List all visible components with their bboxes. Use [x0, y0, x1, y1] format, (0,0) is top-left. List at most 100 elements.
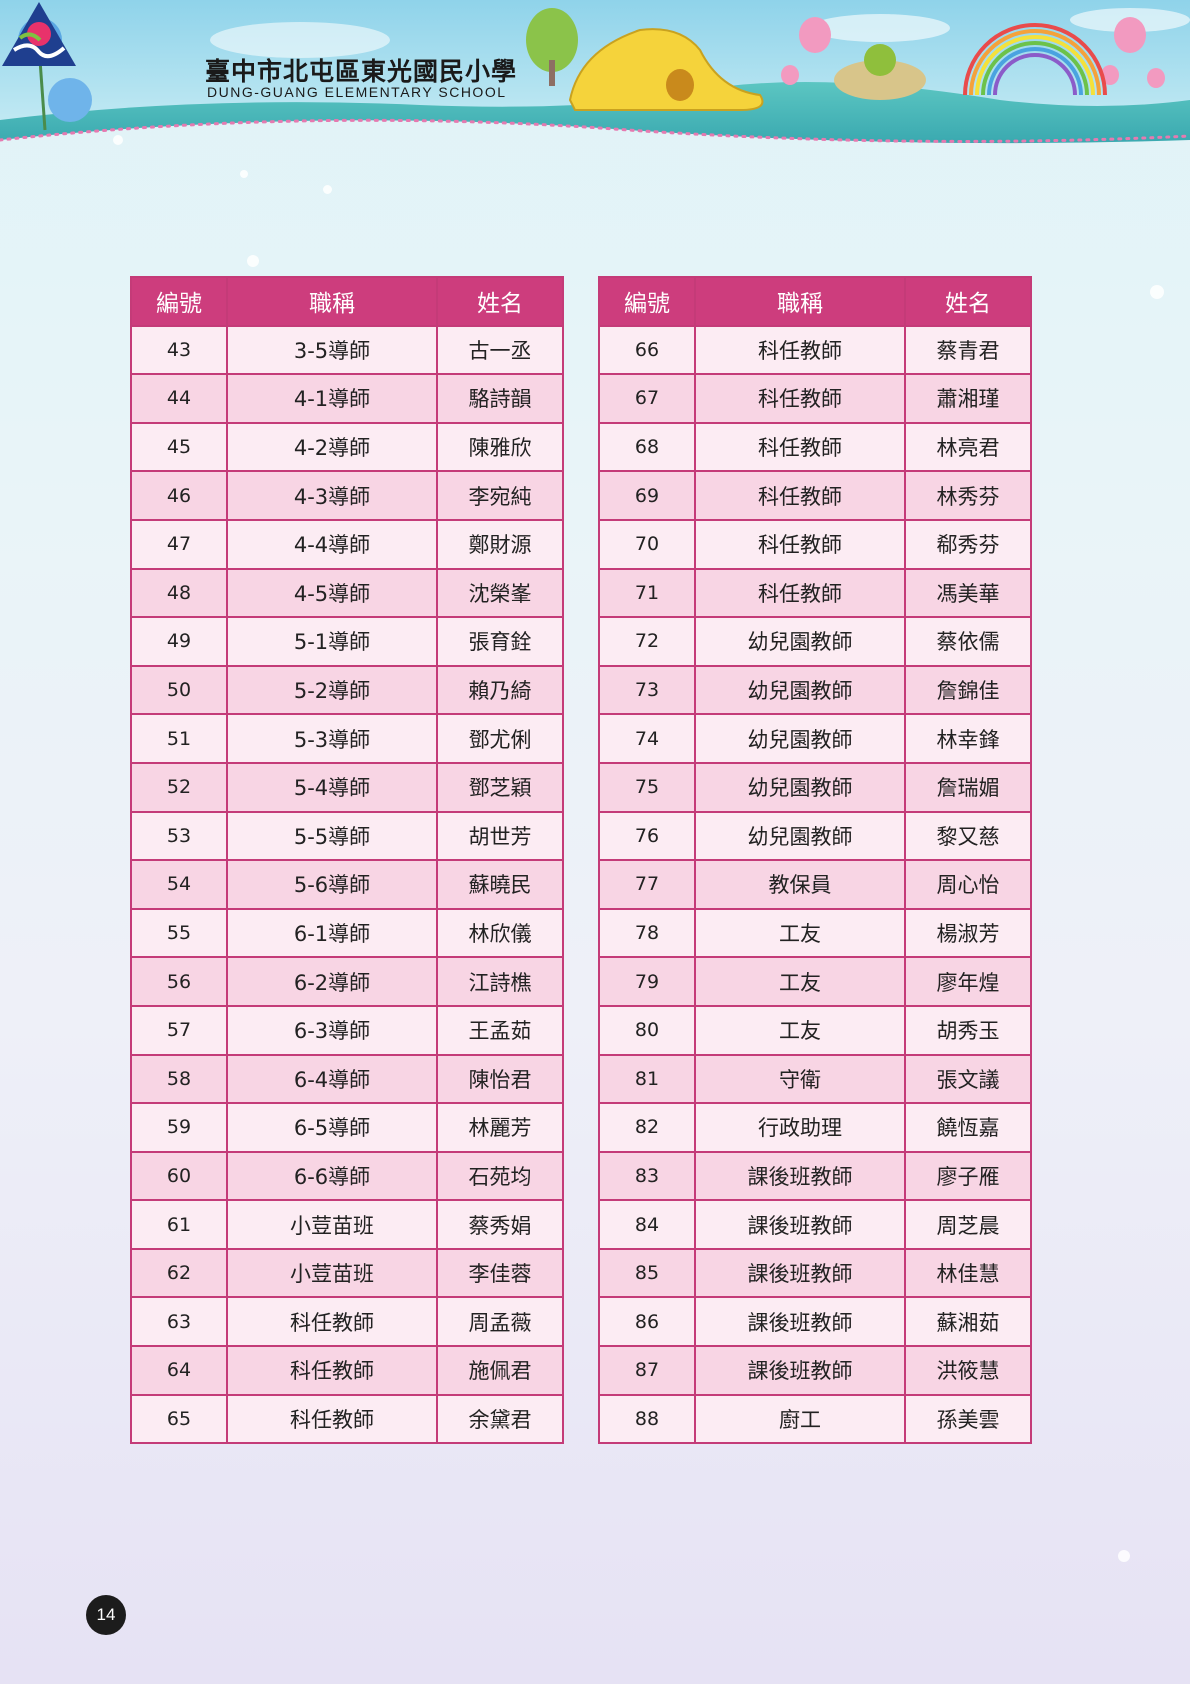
decorative-dot: [1150, 285, 1164, 299]
table-row: 80 工友 胡秀玉: [598, 1004, 1032, 1056]
staff-name-cell: 沈榮峯: [436, 567, 564, 619]
job-title-cell: 科任教師: [694, 470, 906, 521]
staff-name-cell: 李宛純: [436, 470, 564, 521]
staff-name-cell: 蘇曉民: [436, 859, 564, 910]
staff-name-cell: 鄭財源: [436, 518, 564, 570]
staff-name-cell: 江詩樵: [436, 956, 564, 1007]
staff-name-cell: 蔡依儒: [904, 616, 1032, 667]
staff-name-cell: 古一丞: [436, 324, 564, 376]
table-row: 73 幼兒園教師 詹錦佳: [598, 664, 1032, 716]
staff-number-cell: 88: [598, 1393, 696, 1445]
job-title-cell: 3-5導師: [226, 324, 438, 376]
staff-number-cell: 73: [598, 664, 696, 716]
staff-number-cell: 65: [130, 1393, 228, 1445]
staff-number-cell: 43: [130, 324, 228, 376]
table-row: 86 課後班教師 蘇湘茹: [598, 1296, 1032, 1348]
column-header-name: 姓名: [436, 276, 564, 327]
school-name-chinese: 臺中市北屯區東光國民小學: [205, 57, 518, 86]
staff-number-cell: 87: [598, 1345, 696, 1396]
staff-number-cell: 52: [130, 761, 228, 813]
table-row: 76 幼兒園教師 黎又慈: [598, 810, 1032, 862]
job-title-cell: 5-5導師: [226, 810, 438, 862]
staff-name-cell: 廖子雁: [904, 1150, 1032, 1202]
table-row: 85 課後班教師 林佳慧: [598, 1247, 1032, 1299]
staff-number-cell: 71: [598, 567, 696, 619]
staff-name-cell: 郗秀芬: [904, 518, 1032, 570]
staff-name-cell: 施佩君: [436, 1345, 564, 1396]
job-title-cell: 行政助理: [694, 1102, 906, 1153]
staff-number-cell: 46: [130, 470, 228, 521]
staff-number-cell: 68: [598, 421, 696, 473]
staff-name-cell: 張文議: [904, 1053, 1032, 1105]
table-row: 44 4-1導師 駱詩韻: [130, 373, 564, 424]
staff-name-cell: 駱詩韻: [436, 373, 564, 424]
job-title-cell: 科任教師: [694, 421, 906, 473]
table-row: 84 課後班教師 周芝晨: [598, 1199, 1032, 1250]
staff-number-cell: 53: [130, 810, 228, 862]
table-row: 55 6-1導師 林欣儀: [130, 907, 564, 959]
job-title-cell: 課後班教師: [694, 1247, 906, 1299]
staff-table-left: 編號 職稱 姓名 43 3-5導師 古一丞 44 4-1導師 駱詩韻 45 4-2導師 陳雅欣 4…: [130, 276, 564, 1445]
table-row: 68 科任教師 林亮君: [598, 421, 1032, 473]
column-header-number: 編號: [598, 276, 696, 327]
column-header-name: 姓名: [904, 276, 1032, 327]
staff-number-cell: 63: [130, 1296, 228, 1348]
job-title-cell: 4-5導師: [226, 567, 438, 619]
job-title-cell: 工友: [694, 907, 906, 959]
staff-number-cell: 48: [130, 567, 228, 619]
staff-name-cell: 石苑均: [436, 1150, 564, 1202]
job-title-cell: 幼兒園教師: [694, 664, 906, 716]
school-logo: [2, 2, 76, 66]
staff-name-cell: 蕭湘瑾: [904, 373, 1032, 424]
staff-name-cell: 周心怡: [904, 859, 1032, 910]
staff-number-cell: 64: [130, 1345, 228, 1396]
table-row: 53 5-5導師 胡世芳: [130, 810, 564, 862]
job-title-cell: 工友: [694, 956, 906, 1007]
table-row: 63 科任教師 周孟薇: [130, 1296, 564, 1348]
job-title-cell: 工友: [694, 1004, 906, 1056]
staff-number-cell: 86: [598, 1296, 696, 1348]
table-row: 83 課後班教師 廖子雁: [598, 1150, 1032, 1202]
decorative-dot: [323, 185, 332, 194]
job-title-cell: 幼兒園教師: [694, 616, 906, 667]
table-row: 75 幼兒園教師 詹瑞媚: [598, 761, 1032, 813]
staff-number-cell: 62: [130, 1247, 228, 1299]
job-title-cell: 幼兒園教師: [694, 761, 906, 813]
staff-number-cell: 81: [598, 1053, 696, 1105]
job-title-cell: 課後班教師: [694, 1345, 906, 1396]
decorative-dot: [240, 170, 248, 178]
job-title-cell: 5-6導師: [226, 859, 438, 910]
tree-icon: [526, 8, 578, 86]
staff-number-cell: 77: [598, 859, 696, 910]
staff-number-cell: 47: [130, 518, 228, 570]
table-row: 79 工友 廖年煌: [598, 956, 1032, 1007]
job-title-cell: 6-3導師: [226, 1004, 438, 1056]
job-title-cell: 4-3導師: [226, 470, 438, 521]
staff-number-cell: 82: [598, 1102, 696, 1153]
staff-number-cell: 69: [598, 470, 696, 521]
staff-name-cell: 陳怡君: [436, 1053, 564, 1105]
staff-name-cell: 詹錦佳: [904, 664, 1032, 716]
table-row: 48 4-5導師 沈榮峯: [130, 567, 564, 619]
staff-name-cell: 黎又慈: [904, 810, 1032, 862]
staff-table-right: 編號 職稱 姓名 66 科任教師 蔡青君 67 科任教師 蕭湘瑾 68 科任教師 林亮君 69 科任…: [598, 276, 1032, 1445]
job-title-cell: 6-4導師: [226, 1053, 438, 1105]
job-title-cell: 科任教師: [694, 373, 906, 424]
staff-number-cell: 50: [130, 664, 228, 716]
table-row: 88 廚工 孫美雲: [598, 1393, 1032, 1445]
staff-name-cell: 林秀芬: [904, 470, 1032, 521]
table-row: 69 科任教師 林秀芬: [598, 470, 1032, 521]
staff-number-cell: 74: [598, 713, 696, 764]
job-title-cell: 科任教師: [226, 1345, 438, 1396]
table-row: 51 5-3導師 鄧尤俐: [130, 713, 564, 764]
staff-number-cell: 84: [598, 1199, 696, 1250]
page-number: 14: [86, 1595, 126, 1635]
job-title-cell: 廚工: [694, 1393, 906, 1445]
table-row: 47 4-4導師 鄭財源: [130, 518, 564, 570]
tulip-flowers-icon: [781, 17, 1165, 88]
staff-name-cell: 洪筱慧: [904, 1345, 1032, 1396]
column-header-title: 職稱: [694, 276, 906, 327]
page-header: 臺中市北屯區東光國民小學 DUNG-GUANG ELEMENTARY SCHOO…: [0, 0, 1190, 150]
job-title-cell: 科任教師: [694, 324, 906, 376]
staff-number-cell: 66: [598, 324, 696, 376]
